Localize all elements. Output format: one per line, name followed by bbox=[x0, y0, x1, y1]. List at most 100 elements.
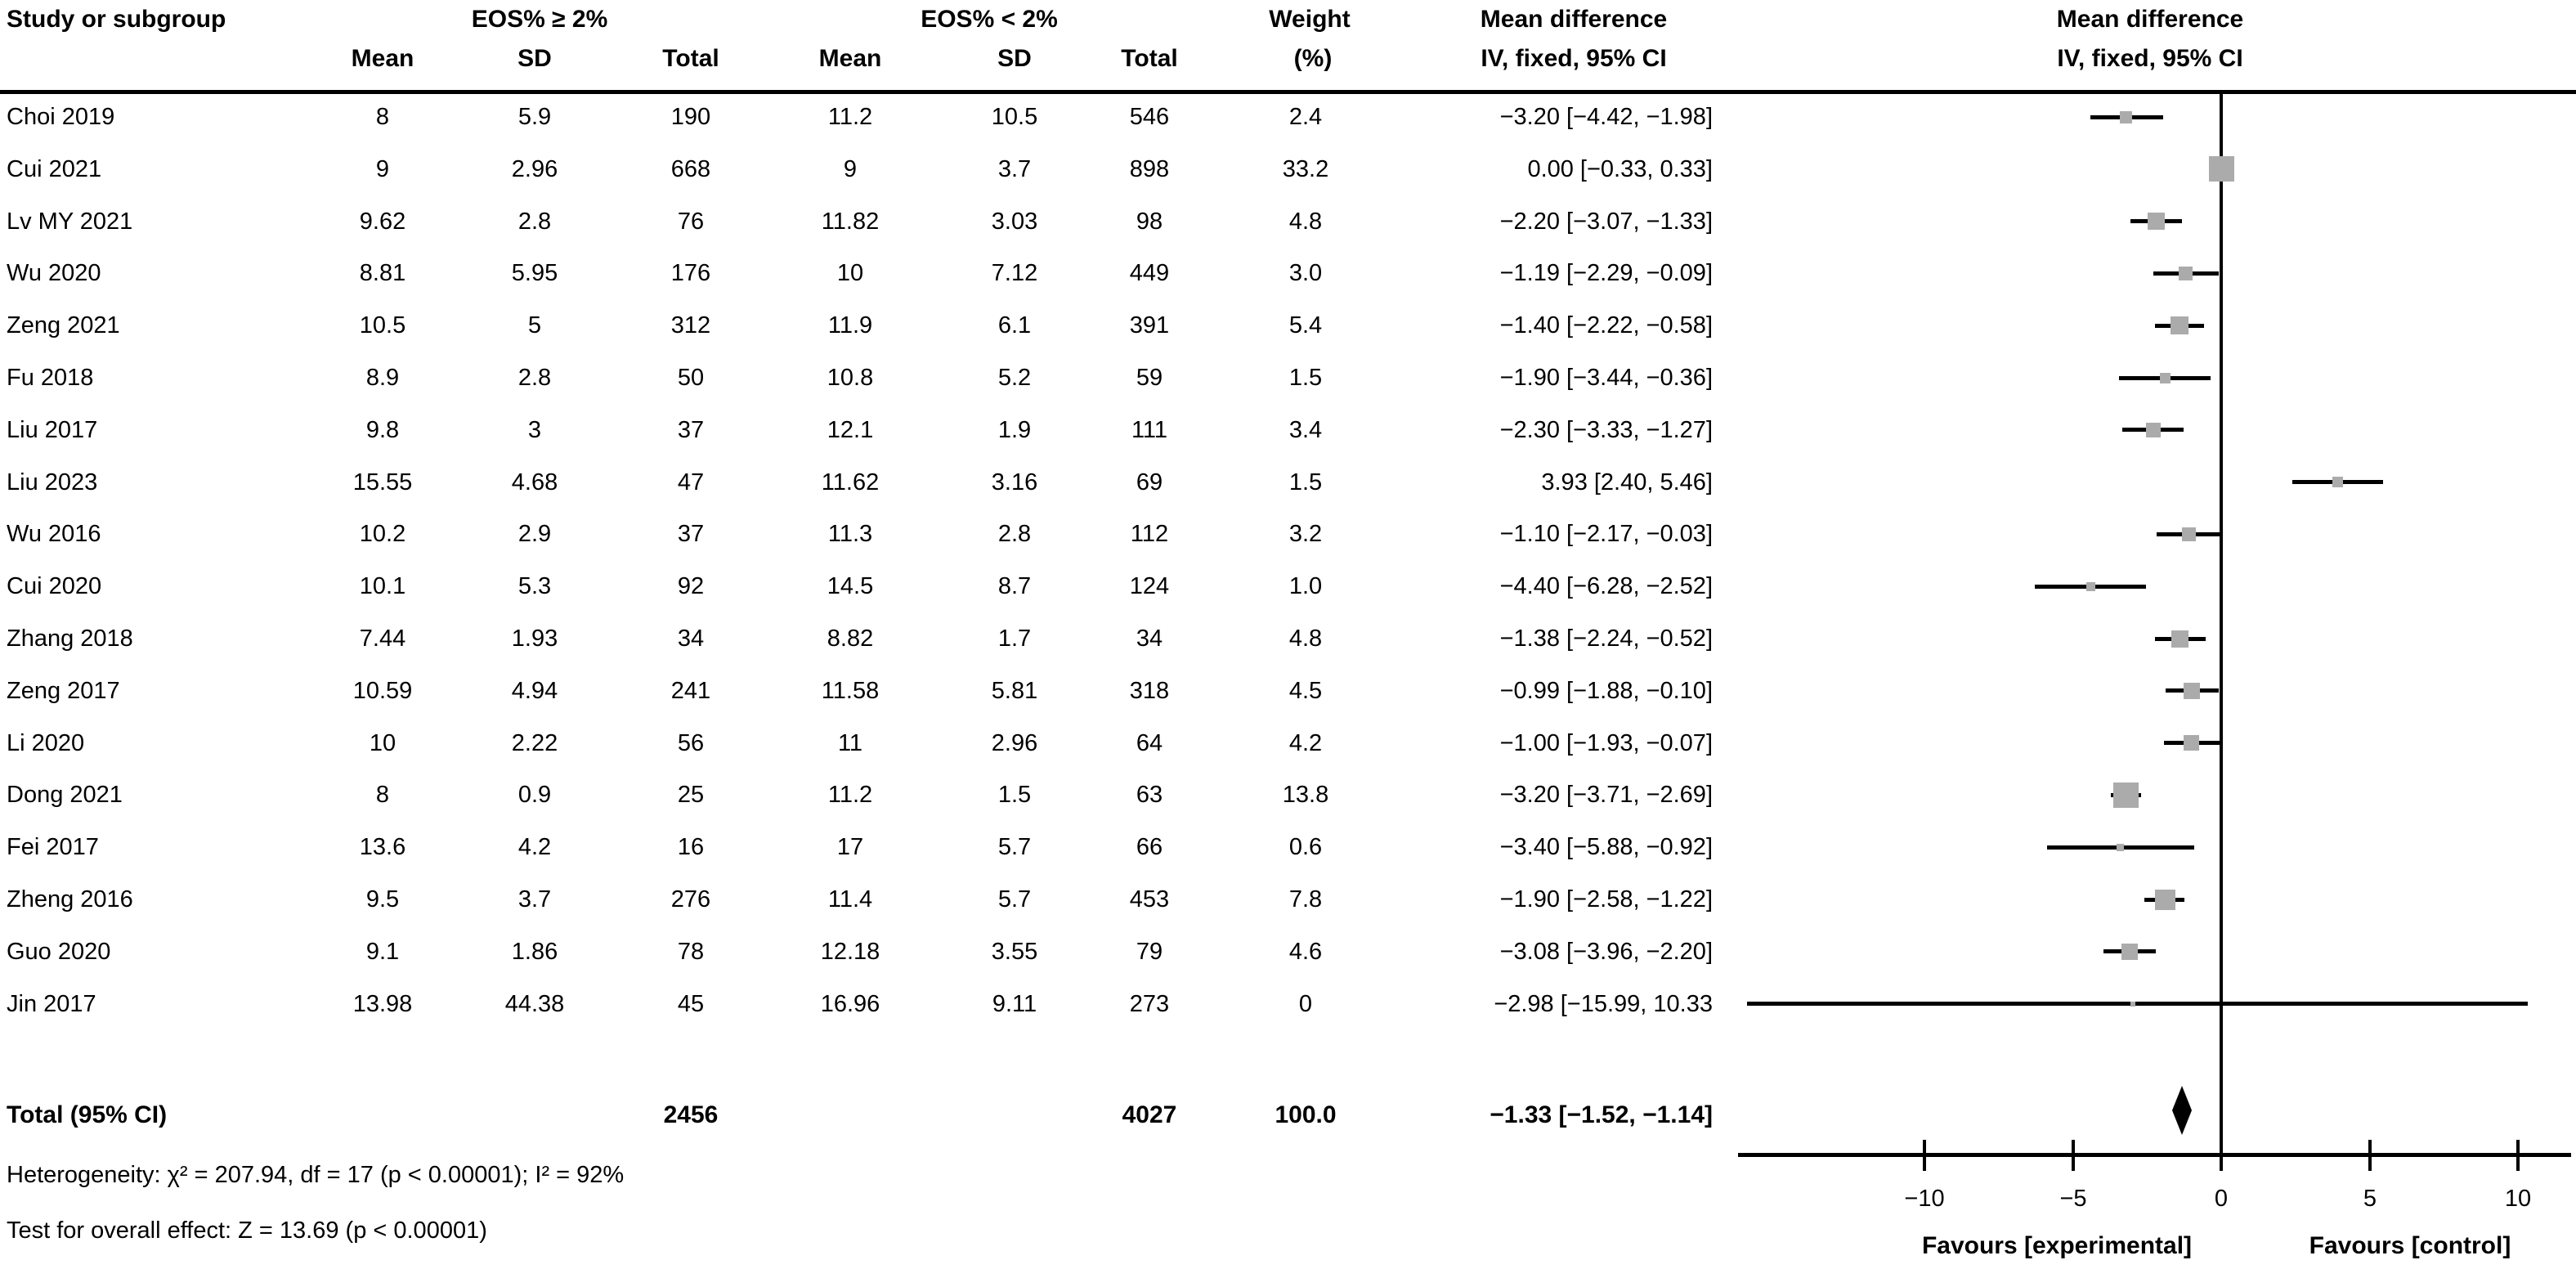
total-exp-cell: 16 bbox=[677, 834, 705, 860]
ci-text-cell: −2.98 [−15.99, 10.33 bbox=[1494, 991, 1713, 1017]
mean-exp-cell: 9.8 bbox=[365, 417, 400, 443]
total-exp-cell: 190 bbox=[670, 104, 711, 130]
axis-tick bbox=[2220, 1140, 2223, 1171]
effect-marker bbox=[2130, 1002, 2135, 1007]
header-weight-pct: (%) bbox=[1293, 45, 1333, 72]
axis-tick bbox=[1923, 1140, 1926, 1171]
header-md-left-line1: Mean difference bbox=[1480, 6, 1668, 33]
weight-cell: 4.8 bbox=[1288, 209, 1323, 235]
zero-effect-line bbox=[2220, 92, 2223, 1155]
study-name: Wu 2020 bbox=[7, 260, 101, 286]
header-sd-1: SD bbox=[517, 45, 552, 72]
sd-ctrl-cell: 1.9 bbox=[997, 417, 1032, 443]
sd-exp-cell: 3 bbox=[527, 417, 542, 443]
weight-cell: 4.2 bbox=[1288, 730, 1323, 756]
axis-tick-label: 5 bbox=[2363, 1186, 2377, 1212]
mean-exp-cell: 7.44 bbox=[359, 626, 406, 652]
mean-exp-cell: 8.81 bbox=[359, 260, 406, 286]
effect-marker bbox=[2113, 782, 2139, 808]
total-ctrl-cell: 318 bbox=[1129, 678, 1170, 704]
effect-marker bbox=[2120, 111, 2132, 123]
weight-cell: 1.5 bbox=[1288, 469, 1323, 495]
study-name: Liu 2017 bbox=[7, 417, 98, 443]
mean-exp-cell: 9.5 bbox=[365, 886, 400, 913]
ci-text-cell: −1.19 [−2.29, −0.09] bbox=[1499, 260, 1713, 286]
sd-exp-cell: 4.68 bbox=[511, 469, 558, 495]
weight-cell: 0.6 bbox=[1288, 834, 1323, 860]
ci-text-cell: 3.93 [2.40, 5.46] bbox=[1541, 469, 1713, 495]
total-exp-cell: 176 bbox=[670, 260, 711, 286]
total-ctrl-cell: 391 bbox=[1129, 312, 1170, 339]
ci-text-cell: −2.30 [−3.33, −1.27] bbox=[1499, 417, 1713, 443]
mean-exp-cell: 9.62 bbox=[359, 209, 406, 235]
sd-ctrl-cell: 3.16 bbox=[991, 469, 1038, 495]
total-exp-cell: 45 bbox=[677, 991, 705, 1017]
header-sd-2: SD bbox=[997, 45, 1032, 72]
sd-ctrl-cell: 7.12 bbox=[991, 260, 1038, 286]
weight-cell: 3.2 bbox=[1288, 521, 1323, 547]
sd-exp-cell: 44.38 bbox=[504, 991, 565, 1017]
sd-ctrl-cell: 1.7 bbox=[997, 626, 1032, 652]
total-ctrl-cell: 34 bbox=[1136, 626, 1163, 652]
total-row-ci: −1.33 [−1.52, −1.14] bbox=[1490, 1101, 1713, 1128]
favours-experimental-label: Favours [experimental] bbox=[1921, 1232, 2193, 1259]
sd-ctrl-cell: 5.2 bbox=[997, 365, 1032, 391]
ci-text-cell: −1.90 [−2.58, −1.22] bbox=[1499, 886, 1713, 913]
sd-ctrl-cell: 6.1 bbox=[997, 312, 1032, 339]
ci-text-cell: 0.00 [−0.33, 0.33] bbox=[1527, 156, 1713, 182]
weight-cell: 5.4 bbox=[1288, 312, 1323, 339]
study-name: Zeng 2021 bbox=[7, 312, 120, 339]
sd-exp-cell: 4.94 bbox=[511, 678, 558, 704]
weight-cell: 3.0 bbox=[1288, 260, 1323, 286]
ci-text-cell: −1.40 [−2.22, −0.58] bbox=[1499, 312, 1713, 339]
mean-ctrl-cell: 17 bbox=[836, 834, 864, 860]
heterogeneity-stats: Heterogeneity: χ² = 207.94, df = 17 (p <… bbox=[7, 1162, 625, 1188]
axis-tick-label: −10 bbox=[1904, 1186, 1945, 1212]
axis-tick bbox=[2516, 1140, 2520, 1171]
sd-exp-cell: 2.22 bbox=[511, 730, 558, 756]
sd-ctrl-cell: 5.7 bbox=[997, 886, 1032, 913]
effect-marker bbox=[2086, 582, 2095, 591]
ci-text-cell: −3.08 [−3.96, −2.20] bbox=[1499, 939, 1713, 965]
total-ctrl-cell: 98 bbox=[1136, 209, 1163, 235]
axis-tick-label: 0 bbox=[2214, 1186, 2229, 1212]
total-ctrl-cell: 112 bbox=[1130, 521, 1169, 547]
effect-marker bbox=[2121, 944, 2138, 960]
sd-ctrl-cell: 8.7 bbox=[997, 573, 1032, 599]
mean-ctrl-cell: 10 bbox=[836, 260, 864, 286]
pooled-diamond bbox=[2172, 1086, 2192, 1135]
header-total-2: Total bbox=[1121, 45, 1178, 72]
ci-text-cell: −1.00 [−1.93, −0.07] bbox=[1499, 730, 1713, 756]
sd-exp-cell: 3.7 bbox=[517, 886, 552, 913]
mean-ctrl-cell: 9 bbox=[843, 156, 858, 182]
total-exp-cell: 76 bbox=[677, 209, 705, 235]
study-name: Fei 2017 bbox=[7, 834, 99, 860]
total-ctrl-cell: 63 bbox=[1136, 782, 1163, 808]
effect-marker bbox=[2148, 213, 2165, 230]
mean-exp-cell: 10.1 bbox=[359, 573, 406, 599]
total-ctrl-cell: 59 bbox=[1136, 365, 1163, 391]
total-exp-cell: 92 bbox=[677, 573, 705, 599]
weight-cell: 1.0 bbox=[1288, 573, 1323, 599]
mean-exp-cell: 9 bbox=[375, 156, 390, 182]
mean-ctrl-cell: 12.18 bbox=[820, 939, 880, 965]
mean-ctrl-cell: 11 bbox=[837, 730, 863, 756]
header-group-eos-ge2: EOS% ≥ 2% bbox=[471, 6, 608, 33]
total-exp-cell: 50 bbox=[677, 365, 705, 391]
header-md-right-line2: IV, fixed, 95% CI bbox=[2057, 45, 2243, 72]
study-name: Fu 2018 bbox=[7, 365, 94, 391]
mean-exp-cell: 10 bbox=[369, 730, 396, 756]
weight-cell: 7.8 bbox=[1288, 886, 1323, 913]
sd-exp-cell: 4.2 bbox=[517, 834, 552, 860]
study-name: Jin 2017 bbox=[7, 991, 96, 1017]
mean-ctrl-cell: 10.8 bbox=[827, 365, 874, 391]
effect-marker bbox=[2332, 477, 2343, 487]
sd-ctrl-cell: 9.11 bbox=[992, 991, 1037, 1017]
study-name: Cui 2020 bbox=[7, 573, 102, 599]
total-exp-cell: 668 bbox=[670, 156, 711, 182]
total-exp-cell: 276 bbox=[670, 886, 711, 913]
study-name: Choi 2019 bbox=[7, 104, 115, 130]
ci-text-cell: −2.20 [−3.07, −1.33] bbox=[1499, 209, 1713, 235]
sd-ctrl-cell: 10.5 bbox=[991, 104, 1038, 130]
total-row-weight: 100.0 bbox=[1275, 1101, 1337, 1128]
